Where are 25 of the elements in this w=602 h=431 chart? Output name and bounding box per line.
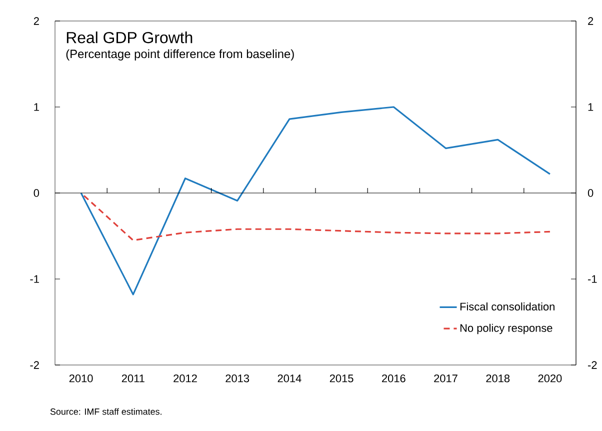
- x-tick-label: 2012: [174, 374, 197, 382]
- y2-tick-label: -2: [588, 361, 597, 369]
- x-tick-label: 2013: [226, 374, 250, 382]
- legend-label: No policy response: [460, 324, 552, 334]
- text: (Percentage point difference from baseline): [66, 49, 294, 61]
- y2-tick-label: -1: [588, 275, 597, 283]
- source-note: Source: IMF staff estimates.: [50, 408, 162, 415]
- y-tick-label: 0: [34, 189, 40, 197]
- x-tick-label: 2017: [434, 374, 458, 382]
- y-tick-label: -1: [30, 275, 39, 283]
- x-tick-label: 2020: [538, 374, 562, 382]
- y-tick-label: -2: [30, 361, 39, 369]
- x-tick-label: 2015: [330, 374, 354, 382]
- legend-label: Fiscal consolidation: [460, 302, 554, 310]
- x-tick-label: 2010: [69, 374, 93, 382]
- y-tick-label: 1: [34, 103, 39, 111]
- text: Real GDP Growth: [66, 32, 192, 44]
- x-tick-label: 2014: [278, 374, 302, 382]
- x-tick-label: 2011: [122, 374, 144, 382]
- y2-tick-label: 1: [588, 103, 594, 111]
- y-tick-label: 2: [34, 17, 39, 25]
- x-tick-label: 2016: [382, 374, 406, 382]
- y2-tick-label: 2: [588, 17, 594, 25]
- y2-tick-label: 0: [588, 189, 594, 197]
- x-tick-label: 2018: [486, 374, 510, 382]
